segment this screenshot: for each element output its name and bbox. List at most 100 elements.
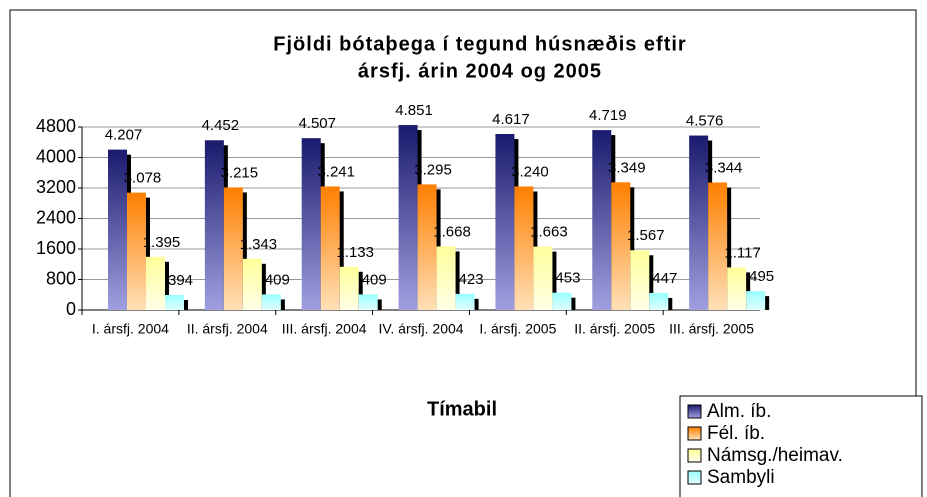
x-tick-label: III. ársfj. 2004 xyxy=(282,321,367,337)
bar xyxy=(746,291,766,310)
bar xyxy=(358,294,378,310)
bar xyxy=(146,256,165,310)
y-tick-label: 1600 xyxy=(36,238,76,258)
bar xyxy=(630,250,650,310)
bar xyxy=(727,267,747,310)
data-label: 4.507 xyxy=(298,115,336,132)
legend-swatch xyxy=(687,404,702,419)
data-label: 394 xyxy=(168,272,193,289)
data-label: 1.395 xyxy=(143,234,181,251)
bar-depth xyxy=(454,251,460,310)
x-axis-title: Tímabil xyxy=(427,398,497,420)
legend-label: Alm. íb. xyxy=(707,401,771,422)
bar xyxy=(339,266,359,310)
bar xyxy=(301,138,321,310)
x-tick-label: II. ársfj. 2005 xyxy=(574,321,655,337)
bar xyxy=(242,258,262,310)
data-label: 447 xyxy=(652,270,677,287)
bar xyxy=(495,133,515,310)
bar xyxy=(689,135,709,310)
bar xyxy=(649,292,669,310)
bar-depth xyxy=(183,299,188,310)
bar xyxy=(165,294,184,310)
bar-depth xyxy=(551,251,557,310)
legend-swatch xyxy=(687,470,702,485)
bar xyxy=(261,294,281,310)
data-label: 4.617 xyxy=(492,111,530,128)
legend-swatch xyxy=(687,426,702,441)
data-label: 1.117 xyxy=(724,244,760,261)
data-label: 3.344 xyxy=(705,159,743,176)
x-tick-label: III. ársfj. 2005 xyxy=(669,321,754,337)
data-label: 3.295 xyxy=(414,161,452,178)
data-label: 423 xyxy=(459,271,484,288)
y-tick-label: 800 xyxy=(46,268,76,288)
data-label: 1.133 xyxy=(336,244,374,261)
y-tick-label: 3200 xyxy=(36,177,76,197)
data-label: 453 xyxy=(555,270,580,287)
bar xyxy=(417,184,437,310)
data-label: 1.343 xyxy=(240,236,278,253)
bar xyxy=(592,130,612,310)
x-tick-label: II. ársfj. 2004 xyxy=(187,321,268,337)
bar-depth xyxy=(726,187,732,310)
chart-title: Fjöldi bótaþega í tegund húsnæðis eftir xyxy=(273,33,686,55)
y-tick-label: 2400 xyxy=(36,207,76,227)
legend-label: Fél. íb. xyxy=(707,423,765,444)
data-label: 4.719 xyxy=(589,107,627,124)
bar xyxy=(204,140,224,310)
bar xyxy=(436,246,456,310)
bar-depth xyxy=(629,187,635,310)
data-label: 495 xyxy=(749,268,774,285)
bar-depth xyxy=(473,298,479,310)
data-label: 409 xyxy=(265,271,290,288)
data-label: 3.241 xyxy=(317,163,355,180)
data-label: 409 xyxy=(362,271,387,288)
y-tick-label: 0 xyxy=(66,299,76,319)
data-label: 1.663 xyxy=(530,224,568,241)
bar xyxy=(611,182,631,310)
bar xyxy=(455,293,475,310)
data-label: 3.240 xyxy=(511,163,549,180)
x-tick-label: IV. ársfj. 2004 xyxy=(378,321,463,337)
x-tick-label: I. ársfj. 2005 xyxy=(479,321,556,337)
data-label: 4.576 xyxy=(686,113,724,130)
bar-depth xyxy=(648,255,654,310)
y-tick-label: 4800 xyxy=(36,116,76,136)
bar-depth xyxy=(376,299,382,310)
legend-label: Námsg./heimav. xyxy=(707,445,843,466)
bar-depth xyxy=(164,261,169,310)
data-label: 3.215 xyxy=(221,164,259,181)
bar-depth xyxy=(570,297,576,310)
bar xyxy=(223,187,243,310)
bar-depth xyxy=(241,192,247,310)
data-label: 3.349 xyxy=(608,159,646,176)
bar xyxy=(108,149,127,310)
bar xyxy=(127,192,146,310)
data-label: 4.851 xyxy=(395,102,433,119)
data-label: 4.452 xyxy=(202,117,240,134)
bar-depth xyxy=(279,299,285,310)
bar-depth xyxy=(357,271,363,310)
data-label: 1.567 xyxy=(627,227,665,244)
bar xyxy=(320,186,340,310)
bar xyxy=(708,182,728,310)
bar xyxy=(514,186,534,310)
bar xyxy=(398,125,418,310)
bar-depth xyxy=(764,296,770,310)
legend-swatch xyxy=(687,448,702,463)
bar-depth xyxy=(338,191,344,310)
bar xyxy=(533,246,553,310)
data-label: 3.078 xyxy=(124,170,162,187)
x-tick-label: I. ársfj. 2004 xyxy=(92,321,169,337)
bar-depth xyxy=(667,297,673,310)
data-label: 1.668 xyxy=(433,223,471,240)
bar-depth xyxy=(145,197,150,310)
bar xyxy=(552,292,572,310)
legend-label: Sambyli xyxy=(707,467,775,488)
y-tick-label: 4000 xyxy=(36,146,76,166)
chart-title: ársfj. árin 2004 og 2005 xyxy=(358,60,602,82)
data-label: 4.207 xyxy=(105,127,143,144)
legend-box xyxy=(679,395,923,497)
